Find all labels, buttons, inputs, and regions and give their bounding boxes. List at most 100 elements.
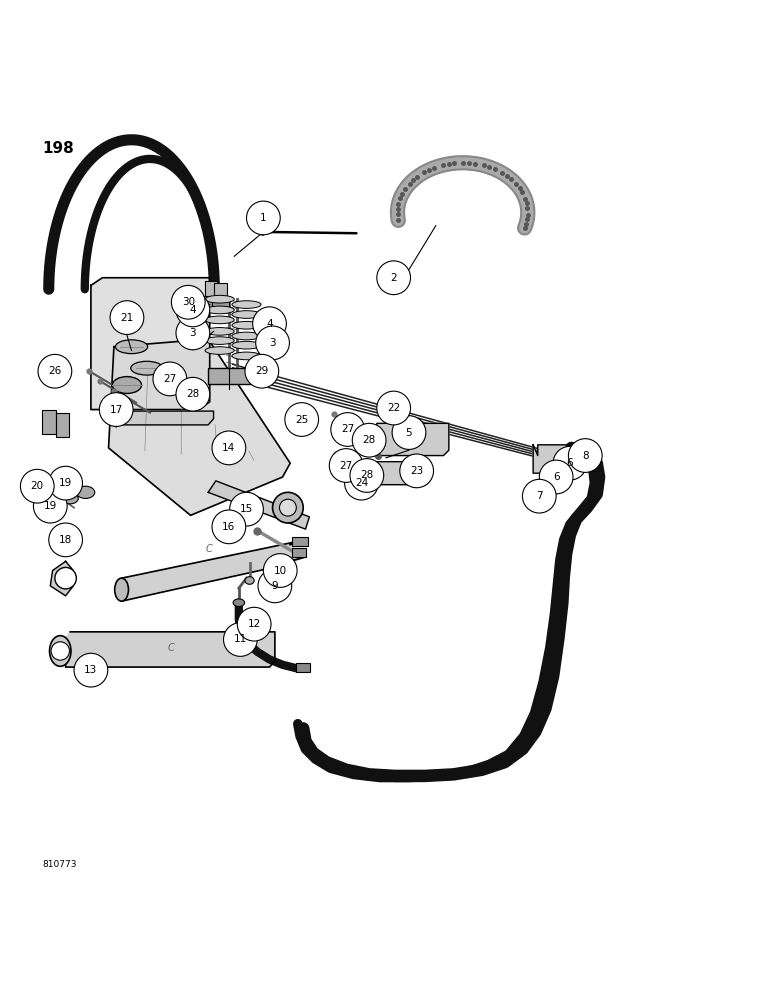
Text: 25: 25 [295, 415, 308, 425]
Ellipse shape [49, 636, 71, 666]
Ellipse shape [232, 352, 261, 360]
Text: 5: 5 [405, 428, 412, 438]
Text: 810773: 810773 [42, 860, 77, 869]
Circle shape [229, 492, 263, 526]
Ellipse shape [116, 340, 147, 354]
Circle shape [224, 623, 257, 656]
Ellipse shape [567, 461, 575, 466]
Circle shape [110, 301, 144, 334]
Ellipse shape [205, 347, 234, 354]
Circle shape [400, 454, 434, 488]
Ellipse shape [232, 332, 261, 340]
Text: 6: 6 [553, 472, 560, 482]
Polygon shape [208, 481, 310, 529]
Ellipse shape [47, 501, 63, 511]
Circle shape [212, 431, 245, 465]
Bar [293, 548, 306, 557]
Text: 2: 2 [391, 273, 397, 283]
Ellipse shape [130, 361, 163, 375]
Circle shape [153, 362, 187, 396]
Circle shape [100, 393, 133, 426]
Text: 27: 27 [341, 424, 354, 434]
Circle shape [331, 413, 364, 446]
Text: 9: 9 [272, 581, 278, 591]
Text: 16: 16 [222, 522, 235, 532]
Circle shape [352, 423, 386, 457]
Text: 28: 28 [363, 435, 376, 445]
Circle shape [246, 201, 280, 235]
Ellipse shape [76, 486, 95, 498]
Text: 15: 15 [240, 504, 253, 514]
Text: 21: 21 [120, 313, 134, 323]
Ellipse shape [279, 499, 296, 516]
Ellipse shape [245, 577, 254, 584]
Circle shape [33, 489, 67, 523]
Text: 11: 11 [234, 634, 247, 644]
Text: C: C [206, 544, 212, 554]
Ellipse shape [232, 341, 261, 349]
Polygon shape [117, 410, 214, 425]
Bar [208, 368, 258, 384]
Ellipse shape [63, 493, 78, 504]
Bar [296, 663, 310, 672]
Circle shape [20, 469, 54, 503]
Text: 26: 26 [49, 366, 62, 376]
Text: 28: 28 [361, 470, 374, 480]
Circle shape [38, 354, 72, 388]
Circle shape [237, 607, 271, 641]
Text: 4: 4 [266, 319, 273, 329]
Ellipse shape [232, 301, 261, 308]
Bar [42, 410, 56, 434]
Text: 13: 13 [84, 665, 97, 675]
Ellipse shape [205, 295, 234, 303]
Circle shape [553, 446, 587, 480]
Polygon shape [369, 462, 431, 485]
Ellipse shape [273, 492, 303, 523]
Ellipse shape [233, 599, 245, 607]
Text: 27: 27 [163, 374, 177, 384]
Text: 6: 6 [567, 458, 574, 468]
Text: 1: 1 [260, 213, 266, 223]
Text: 14: 14 [222, 443, 235, 453]
Polygon shape [50, 561, 73, 596]
Text: 7: 7 [536, 491, 543, 501]
Polygon shape [369, 423, 449, 456]
Circle shape [392, 416, 426, 449]
Text: 24: 24 [355, 478, 368, 488]
Text: 30: 30 [181, 297, 195, 307]
Circle shape [176, 377, 210, 411]
Polygon shape [121, 542, 294, 601]
Text: 3: 3 [190, 328, 196, 338]
Polygon shape [66, 632, 275, 667]
Bar [203, 296, 220, 308]
Ellipse shape [232, 311, 261, 318]
Text: 29: 29 [256, 366, 269, 376]
Circle shape [285, 403, 319, 436]
Text: 20: 20 [31, 481, 44, 491]
Text: 23: 23 [410, 466, 423, 476]
Circle shape [377, 261, 411, 295]
Text: 198: 198 [42, 141, 74, 156]
Text: 27: 27 [340, 461, 353, 471]
Circle shape [377, 391, 411, 425]
Ellipse shape [205, 316, 234, 324]
Polygon shape [91, 278, 210, 410]
Ellipse shape [567, 445, 575, 451]
Circle shape [330, 449, 363, 482]
Ellipse shape [205, 337, 234, 344]
Text: C: C [168, 643, 174, 653]
Circle shape [51, 642, 69, 660]
Polygon shape [109, 339, 290, 515]
Ellipse shape [205, 328, 234, 335]
Text: 3: 3 [269, 338, 276, 348]
Ellipse shape [115, 578, 128, 601]
Text: 17: 17 [110, 405, 123, 415]
Text: 19: 19 [59, 478, 73, 488]
Bar [205, 281, 218, 298]
Circle shape [74, 653, 108, 687]
Circle shape [540, 460, 573, 494]
Circle shape [55, 567, 76, 589]
Circle shape [263, 554, 297, 587]
Circle shape [49, 523, 83, 557]
Text: 10: 10 [273, 566, 286, 576]
